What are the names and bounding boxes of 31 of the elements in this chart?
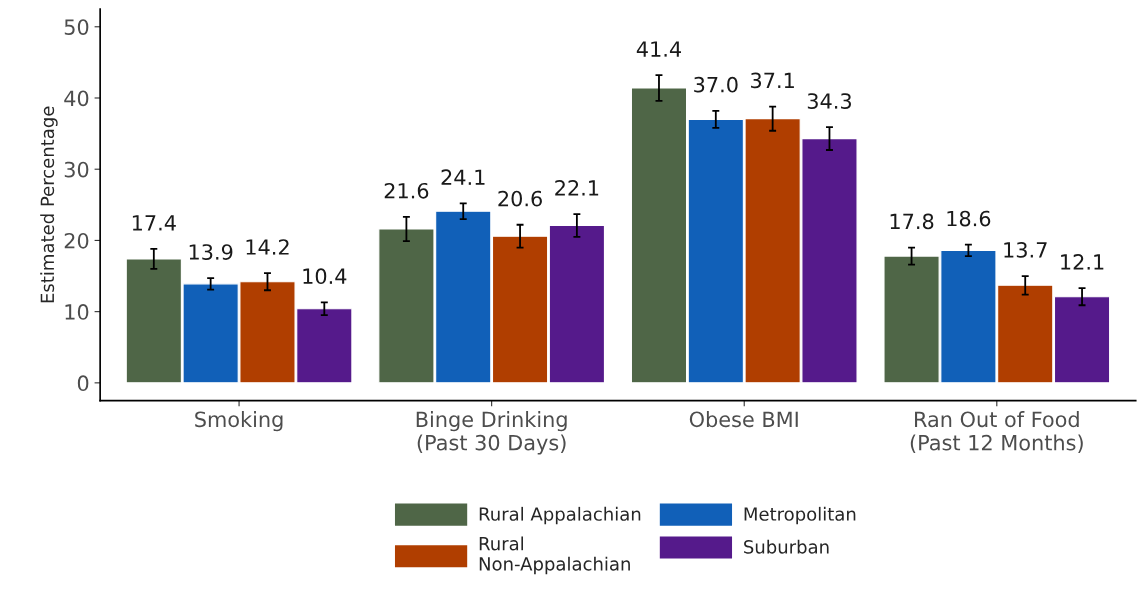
data-label: 12.1	[1061, 254, 1104, 270]
data-label: 22.1	[555, 180, 599, 196]
data-label: 37.1	[751, 72, 794, 89]
data-label: 41.4	[636, 41, 681, 57]
y-tick-label: 10	[65, 304, 89, 320]
x-tick-label: Binge Drinking (Past 30 Days)	[416, 411, 567, 455]
data-label: 13.7	[1004, 241, 1047, 258]
y-tick-label: 0	[77, 375, 89, 392]
x-tick-label: Obese BMI	[689, 411, 798, 428]
data-label: 17.4	[132, 215, 176, 231]
data-label: 21.6	[384, 182, 429, 199]
x-tick-label: Ran Out of Food (Past 12 Months)	[910, 411, 1083, 453]
data-label: 24.1	[441, 169, 485, 185]
legend-label: Metropolitan	[744, 506, 856, 525]
data-label: 34.3	[807, 93, 851, 109]
data-label: 14.2	[246, 239, 289, 255]
y-tick-label: 50	[64, 19, 89, 35]
y-axis-title: Estimated Percentage	[40, 106, 58, 303]
x-tick-label: Smoking	[195, 411, 283, 432]
data-label: 17.8	[890, 213, 934, 230]
data-label: 20.6	[498, 190, 542, 207]
y-tick-label: 40	[64, 90, 89, 107]
data-label: 10.4	[303, 268, 347, 285]
data-label: 37.0	[694, 76, 738, 93]
legend-label: Suburban	[744, 539, 829, 554]
legend-label: Rural Non-Appalachian	[479, 536, 630, 575]
data-label: 13.9	[189, 244, 233, 260]
data-label: 18.6	[947, 210, 991, 227]
y-tick-label: 20	[64, 232, 89, 249]
legend-label: Rural Appalachian	[479, 506, 641, 525]
y-tick-label: 30	[64, 161, 89, 178]
